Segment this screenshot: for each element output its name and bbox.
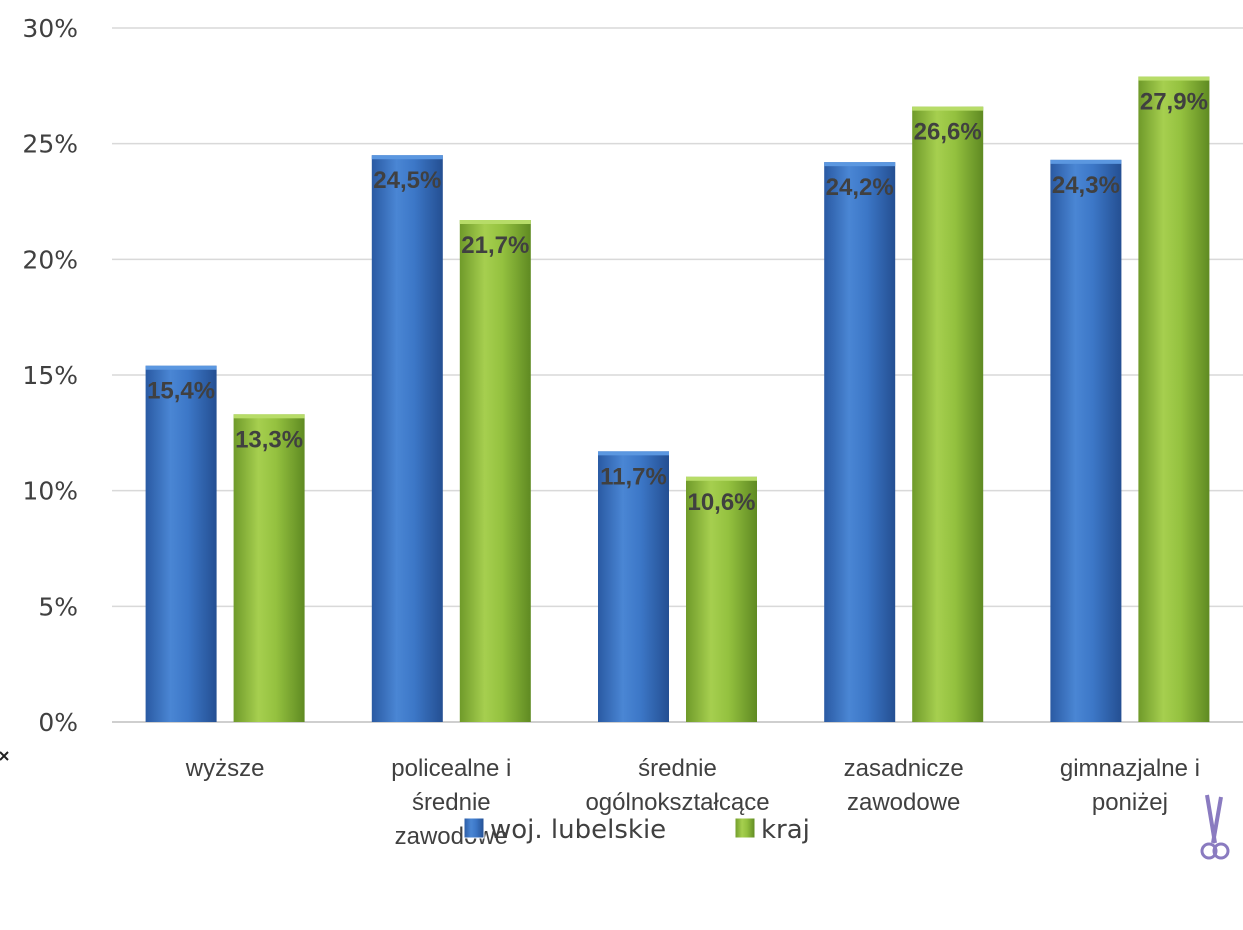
bar <box>1138 76 1210 722</box>
data-labels: 15,4% 13,3% 24,5% 21,7% 11,7% 10,6% 24,2% 26,6%… <box>147 89 1208 516</box>
data-label: 15,4% <box>147 378 215 405</box>
bar <box>371 155 443 722</box>
bar <box>233 414 305 722</box>
bar-top-highlight <box>1050 159 1122 164</box>
data-label: 10,6% <box>687 489 755 516</box>
x-tick-label: średnie <box>638 755 717 782</box>
bar-top-highlight <box>598 451 669 456</box>
data-label: 13,3% <box>235 426 303 453</box>
data-label: 24,2% <box>826 174 894 201</box>
bar <box>145 365 217 722</box>
data-label: 26,6% <box>914 119 982 146</box>
bar-top-highlight <box>824 162 896 167</box>
x-tick-label: wyższe <box>185 755 265 782</box>
x-axis: wyższe policealne i średnie zawodowe średnie… <box>185 755 1200 850</box>
x-tick-label: średnie <box>412 789 491 816</box>
legend-swatch <box>734 817 756 839</box>
bar-top-highlight <box>1138 76 1210 81</box>
bar <box>912 106 984 723</box>
legend-label: woj. lubelskie <box>490 815 666 845</box>
x-tick-label: policealne i <box>391 755 511 782</box>
bar-top-highlight <box>459 220 531 225</box>
x-tick-label: ogólnokształcące <box>585 789 769 816</box>
bar-top-highlight <box>371 155 443 160</box>
bar <box>686 476 757 722</box>
data-label: 24,3% <box>1052 172 1120 199</box>
data-label: 11,7% <box>600 463 667 490</box>
data-label: 27,9% <box>1140 89 1208 116</box>
x-tick-label: gimnazjalne i <box>1060 755 1200 782</box>
x-tick-label: zawodowe <box>395 823 508 850</box>
legend-label: kraj <box>761 815 810 845</box>
x-tick-label: zawodowe <box>847 789 960 816</box>
y-axis: 0% 5% 10% 15% 20% 25% 30% <box>22 14 78 737</box>
legend: woj. lubelskie kraj <box>463 815 810 845</box>
bar <box>1050 159 1122 723</box>
legend-swatch <box>463 817 485 839</box>
y-tick-label: 25% <box>22 130 78 159</box>
y-tick-label: 20% <box>22 245 78 274</box>
bar-top-highlight <box>233 414 305 419</box>
bar <box>824 162 896 722</box>
y-tick-label: 30% <box>22 14 78 43</box>
y-tick-label: 15% <box>22 361 78 390</box>
y-tick-label: 5% <box>38 592 78 621</box>
bars <box>145 76 1210 723</box>
x-tick-label: poniżej <box>1092 789 1168 816</box>
data-label: 24,5% <box>373 167 441 194</box>
scissors-icon <box>1200 794 1230 860</box>
bar-top-highlight <box>912 106 984 111</box>
bar-top-highlight <box>686 476 757 481</box>
y-tick-label: 10% <box>22 477 78 506</box>
y-tick-label: 0% <box>38 708 78 737</box>
data-label: 21,7% <box>461 232 529 259</box>
x-tick-label: zasadnicze <box>844 755 964 782</box>
bar <box>598 451 669 722</box>
decoration-mark-icon <box>0 751 9 761</box>
bar <box>459 220 531 723</box>
bar-top-highlight <box>145 365 217 370</box>
